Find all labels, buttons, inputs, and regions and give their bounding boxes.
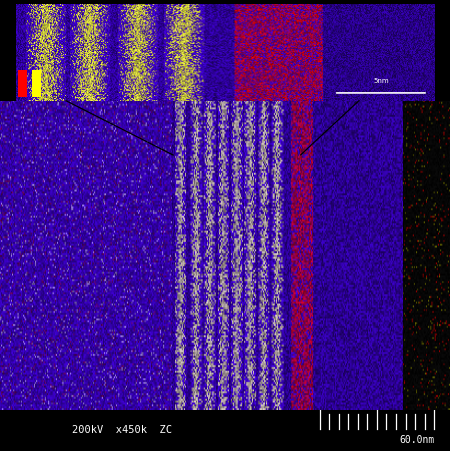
- Text: 5nm: 5nm: [373, 78, 389, 84]
- Bar: [18, 70, 27, 97]
- Text: 200kV  x450k  ZC: 200kV x450k ZC: [72, 423, 171, 434]
- Bar: [32, 70, 41, 97]
- Text: 60.0nm: 60.0nm: [399, 434, 434, 444]
